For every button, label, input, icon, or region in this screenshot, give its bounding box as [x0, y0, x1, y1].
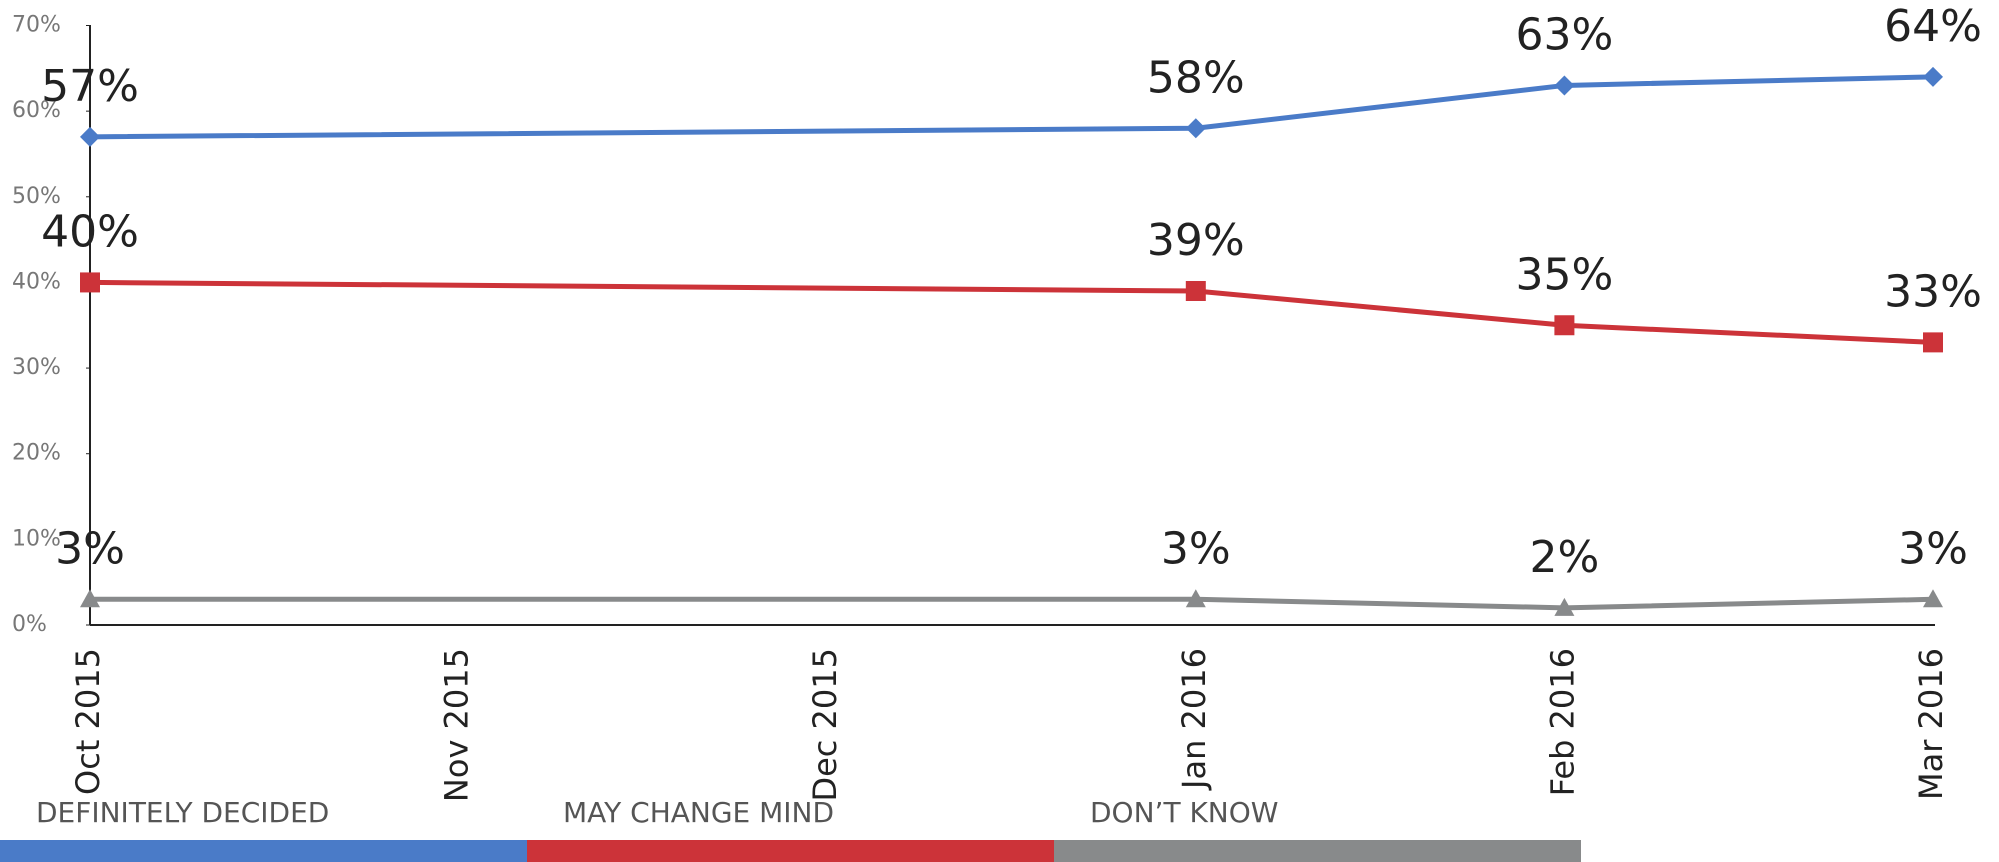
data-label: 2% [1529, 532, 1599, 583]
y-tick-label: 30% [12, 355, 61, 380]
data-label: 35% [1516, 249, 1614, 300]
legend-label: DON’T KNOW [1090, 796, 1278, 829]
data-label: 58% [1147, 52, 1245, 103]
legend-swatch [527, 840, 1054, 862]
marker [1923, 589, 1943, 608]
data-label: 64% [1884, 1, 1982, 52]
data-label: 3% [55, 523, 125, 574]
data-label: 3% [1898, 523, 1968, 574]
marker [1185, 118, 1206, 139]
data-label: 3% [1161, 523, 1231, 574]
legend-label: MAY CHANGE MIND [563, 796, 834, 829]
line [89, 279, 1934, 345]
marker [1554, 597, 1575, 616]
data-label: 57% [41, 61, 139, 112]
marker [1923, 66, 1943, 87]
y-tick-label: 40% [12, 269, 61, 294]
x-tick-label: Nov 2015 [438, 648, 476, 802]
line [89, 74, 1934, 140]
marker [1554, 75, 1575, 96]
legend-swatch [1054, 840, 1581, 862]
data-label: 39% [1147, 215, 1245, 266]
marker [1185, 589, 1206, 608]
x-tick-label: Mar 2016 [1912, 648, 1950, 800]
y-tick-label: 0% [12, 612, 47, 637]
y-tick-label: 60% [12, 98, 61, 123]
legend-swatch [0, 840, 527, 862]
marker [1185, 280, 1206, 301]
y-tick-label: 10% [12, 526, 61, 551]
data-label: 63% [1516, 9, 1614, 60]
marker [80, 589, 100, 608]
x-tick-label: Dec 2015 [806, 648, 844, 802]
x-tick-label: Oct 2015 [69, 648, 107, 795]
data-label: 33% [1884, 266, 1982, 317]
data-label: 40% [41, 206, 139, 257]
legend-label: DEFINITELY DECIDED [36, 796, 329, 829]
x-tick-label: Jan 2016 [1175, 648, 1213, 791]
y-tick-label: 70% [12, 13, 61, 38]
marker [1923, 332, 1943, 353]
marker [1554, 315, 1575, 336]
y-tick-label: 50% [12, 184, 61, 209]
marker [80, 272, 100, 293]
y-tick-label: 20% [12, 441, 61, 466]
line [90, 596, 1934, 611]
x-tick-label: Feb 2016 [1543, 648, 1581, 796]
marker [80, 126, 100, 147]
